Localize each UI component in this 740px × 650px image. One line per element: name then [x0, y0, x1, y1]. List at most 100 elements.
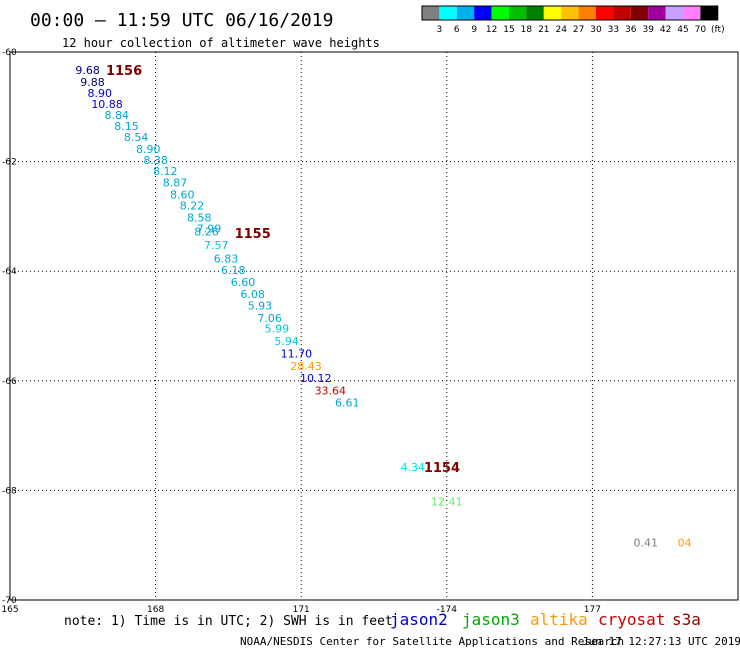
- swh-value: 8.38: [143, 154, 168, 167]
- y-tick-label: -66: [2, 377, 17, 387]
- swh-value: 6.60: [231, 276, 256, 289]
- scale-label: 3: [437, 25, 443, 35]
- scale-label: 30: [590, 25, 602, 35]
- scale-swatch: [561, 6, 579, 20]
- swh-value: 04: [678, 536, 692, 549]
- scale-swatch: [630, 6, 649, 20]
- scale-swatch: [422, 6, 440, 20]
- y-tick-label: -70: [2, 596, 17, 606]
- swh-value: 5.99: [265, 323, 290, 336]
- data-points: 9.689.888.9010.888.848.158.548.908.388.1…: [75, 64, 691, 549]
- swh-value: 28.43: [290, 360, 322, 373]
- swh-value: 8.90: [136, 143, 161, 156]
- x-tick-label: 171: [293, 605, 310, 615]
- scale-swatch: [491, 6, 509, 20]
- swh-value: 4.34: [401, 461, 426, 474]
- scale-label: 70: [695, 25, 707, 35]
- swh-value: 6.18: [221, 264, 246, 277]
- scale-border: [421, 5, 719, 21]
- color-scale-legend: 3 6 9 12 15 18 21 24 27 30 33 36 39 42 45 70 (ft): [421, 5, 725, 35]
- swh-value: 8.26: [194, 226, 219, 239]
- y-tick-label: -60: [2, 48, 17, 58]
- swh-value: 6.08: [240, 288, 265, 301]
- time-labels: 1156 1155 1154: [106, 64, 460, 476]
- axis-ticks: 165 168 171 -174 177 -60 -62 -64 -66 -68 -70: [1, 48, 601, 615]
- swh-value: 0.41: [634, 536, 659, 549]
- swh-value: 12.41: [431, 495, 463, 508]
- scale-swatch: [474, 6, 492, 20]
- swh-value: 6.61: [335, 397, 360, 410]
- swh-value: 10.88: [91, 98, 123, 111]
- scale-label: 39: [642, 25, 654, 35]
- swh-value: 6.83: [214, 253, 239, 266]
- swh-value: 8.60: [170, 188, 195, 201]
- swh-value: 8.58: [187, 211, 212, 224]
- swh-value: 10.12: [300, 372, 332, 385]
- scale-swatch: [700, 6, 718, 20]
- swh-value: 5.94: [274, 335, 299, 348]
- swh-value: 9.68: [75, 64, 100, 77]
- scale-label: 27: [573, 25, 584, 35]
- grid-lines: [10, 52, 738, 600]
- plot-frame: [9, 51, 739, 601]
- chart-subtitle: 12 hour collection of altimeter wave hei…: [62, 36, 380, 50]
- scale-label: 9: [471, 25, 477, 35]
- footer-credit: NOAA/NESDIS Center for Satellite Applica…: [240, 635, 624, 648]
- x-tick-label: 177: [584, 605, 601, 615]
- scale-label: 6: [454, 25, 460, 35]
- scale-label: 24: [555, 25, 567, 35]
- satellite-name: cryosat: [598, 610, 665, 629]
- y-tick-label: -62: [2, 158, 17, 168]
- scale-swatch: [683, 6, 701, 20]
- scale-swatch: [596, 6, 614, 20]
- swh-value: 8.90: [88, 87, 113, 100]
- swh-value: 8.84: [105, 109, 130, 122]
- scale-label: 12: [486, 25, 497, 35]
- satellite-name: jason2: [390, 610, 448, 629]
- satellite-legend: jason2 jason3 altika cryosat s3a: [390, 610, 701, 629]
- scale-swatch: [578, 6, 596, 20]
- scale-label: (ft): [711, 25, 725, 35]
- footer-timestamp: Jun 17 12:27:13 UTC 2019: [582, 635, 740, 648]
- scale-label: 15: [503, 25, 514, 35]
- swh-value: 7.57: [204, 239, 229, 252]
- scale-label: 36: [625, 25, 637, 35]
- scale-label: 33: [608, 25, 619, 35]
- scale-swatch: [665, 6, 683, 20]
- x-tick-label: 165: [1, 605, 18, 615]
- scale-label: 18: [521, 25, 533, 35]
- pass-time-label: 1154: [424, 461, 460, 476]
- scale-swatch: [613, 6, 631, 20]
- swh-value: 11.70: [281, 347, 313, 360]
- swh-value: 8.22: [180, 199, 205, 212]
- footer-note: note: 1) Time is in UTC; 2) SWH is in fe…: [64, 614, 393, 629]
- satellite-name: jason3: [462, 610, 520, 629]
- x-tick-label: -174: [437, 605, 458, 615]
- scale-label: 21: [538, 25, 549, 35]
- swh-value: 5.93: [248, 300, 273, 313]
- swh-value: 8.54: [124, 131, 149, 144]
- pass-time-label: 1155: [235, 227, 271, 242]
- chart-title: 00:00 – 11:59 UTC 06/16/2019: [30, 10, 333, 31]
- y-tick-label: -64: [2, 267, 17, 277]
- swh-value: 33.64: [315, 385, 347, 398]
- y-tick-label: -68: [2, 486, 17, 496]
- satellite-name: altika: [530, 610, 588, 629]
- scale-label: 42: [660, 25, 671, 35]
- swh-value: 7.06: [257, 312, 282, 325]
- pass-time-label: 1156: [106, 64, 142, 79]
- scale-swatch: [543, 6, 562, 20]
- scale-swatch: [439, 6, 457, 20]
- swh-value: 8.15: [114, 120, 139, 133]
- satellite-name: s3a: [672, 610, 701, 629]
- scale-swatch: [648, 6, 666, 20]
- x-tick-label: 168: [147, 605, 164, 615]
- swh-value: 9.88: [80, 76, 105, 89]
- scale-swatch: [456, 6, 475, 20]
- swh-value: 8.87: [163, 176, 188, 189]
- scale-swatch: [509, 6, 527, 20]
- scale-label: 45: [677, 25, 688, 35]
- swh-value: 8.12: [153, 165, 178, 178]
- swh-value: 7.99: [197, 222, 222, 235]
